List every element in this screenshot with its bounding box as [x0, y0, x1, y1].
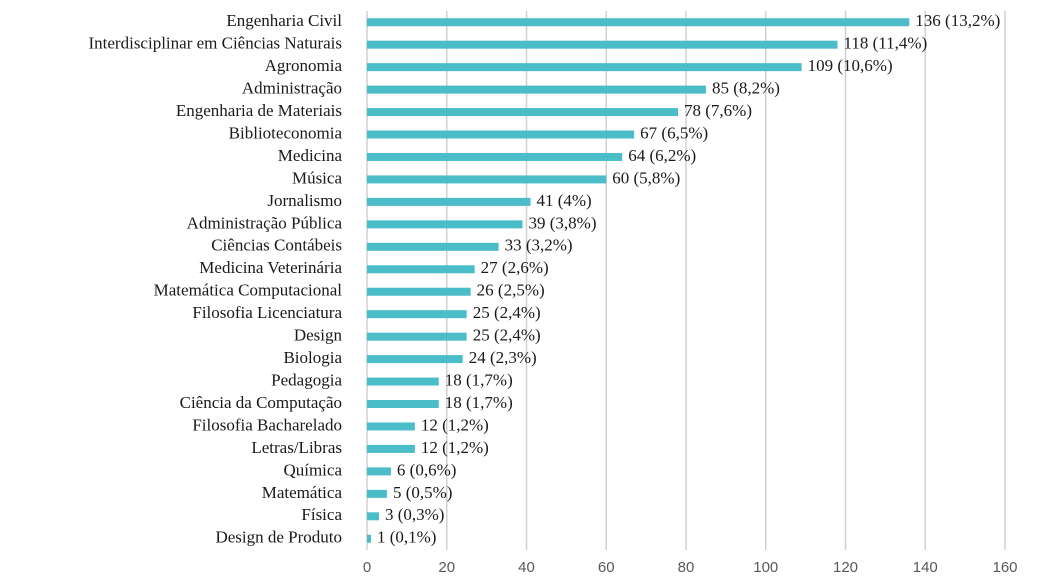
- y-tick-label: Ciências Contábeis: [211, 236, 342, 255]
- data-label: 18 (1,7%): [445, 393, 513, 412]
- y-tick-label: Biblioteconomia: [229, 123, 343, 142]
- data-label: 64 (6,2%): [628, 146, 696, 165]
- y-tick-label: Música: [292, 168, 343, 187]
- bar: [367, 422, 415, 431]
- bar: [367, 85, 706, 94]
- data-label: 67 (6,5%): [640, 123, 708, 142]
- data-label: 27 (2,6%): [481, 258, 549, 277]
- y-tick-label: Filosofia Licenciatura: [192, 303, 342, 322]
- bar: [367, 489, 387, 498]
- y-tick-label: Química: [283, 460, 342, 479]
- x-tick-label: 160: [992, 559, 1017, 576]
- bar: [367, 512, 379, 521]
- y-tick-label: Administração: [242, 79, 342, 98]
- y-tick-label: Design de Produto: [215, 528, 342, 547]
- data-label: 24 (2,3%): [469, 348, 537, 367]
- bar: [367, 467, 391, 476]
- bar: [367, 332, 467, 341]
- data-label: 118 (11,4%): [844, 34, 928, 53]
- y-tick-label: Pedagogia: [271, 370, 342, 389]
- data-label: 136 (13,2%): [915, 11, 1000, 30]
- y-tick-label: Filosofia Bacharelado: [192, 415, 342, 434]
- data-label: 85 (8,2%): [712, 79, 780, 98]
- y-tick-label: Administração Pública: [187, 213, 343, 232]
- data-label: 12 (1,2%): [421, 438, 489, 457]
- bar: [367, 63, 802, 72]
- bar: [367, 220, 523, 229]
- y-tick-label: Medicina: [278, 146, 343, 165]
- y-tick-label: Jornalismo: [267, 191, 342, 210]
- y-tick-label: Design: [294, 326, 343, 345]
- x-tick-label: 60: [598, 559, 615, 576]
- data-label: 78 (7,6%): [684, 101, 752, 120]
- y-tick-label: Letras/Libras: [251, 438, 342, 457]
- bar: [367, 18, 910, 27]
- bar: [367, 197, 531, 206]
- bar: [367, 130, 635, 139]
- y-tick-label: Agronomia: [265, 56, 343, 75]
- bar: [367, 400, 439, 409]
- y-tick-label: Física: [301, 505, 342, 524]
- bar: [367, 40, 838, 49]
- y-tick-label: Ciência da Computação: [180, 393, 342, 412]
- bar: [367, 355, 463, 364]
- bar: [367, 108, 679, 117]
- data-label: 12 (1,2%): [421, 415, 489, 434]
- y-tick-label: Medicina Veterinária: [199, 258, 342, 277]
- y-tick-label: Engenharia Civil: [226, 11, 342, 30]
- bar: [367, 265, 475, 274]
- data-label: 39 (3,8%): [529, 213, 597, 232]
- data-label: 25 (2,4%): [473, 303, 541, 322]
- data-label: 1 (0,1%): [377, 528, 436, 547]
- bar: [367, 444, 415, 453]
- data-label: 109 (10,6%): [808, 56, 893, 75]
- x-tick-label: 0: [363, 559, 371, 576]
- bar: [367, 534, 371, 543]
- data-label: 60 (5,8%): [612, 168, 680, 187]
- bar: [367, 242, 499, 251]
- data-label: 26 (2,5%): [477, 281, 545, 300]
- y-tick-label: Engenharia de Materiais: [176, 101, 342, 120]
- y-tick-label: Interdisciplinar em Ciências Naturais: [89, 34, 343, 53]
- data-label: 3 (0,3%): [385, 505, 444, 524]
- y-tick-label: Biologia: [283, 348, 342, 367]
- bar: [367, 310, 467, 319]
- bar: [367, 287, 471, 296]
- y-tick-label: Matemática Computacional: [154, 281, 343, 300]
- data-label: 41 (4%): [536, 191, 591, 210]
- x-tick-label: 40: [518, 559, 535, 576]
- data-label: 18 (1,7%): [445, 370, 513, 389]
- x-tick-label: 20: [438, 559, 455, 576]
- y-tick-label: Matemática: [262, 483, 343, 502]
- x-tick-label: 80: [678, 559, 695, 576]
- data-label: 5 (0,5%): [393, 483, 452, 502]
- data-label: 25 (2,4%): [473, 326, 541, 345]
- bar: [367, 175, 607, 184]
- x-tick-label: 120: [833, 559, 858, 576]
- bar: [367, 377, 439, 386]
- bar: [367, 152, 623, 161]
- data-label: 33 (3,2%): [505, 236, 573, 255]
- data-label: 6 (0,6%): [397, 460, 456, 479]
- x-tick-label: 140: [913, 559, 938, 576]
- x-tick-label: 100: [753, 559, 778, 576]
